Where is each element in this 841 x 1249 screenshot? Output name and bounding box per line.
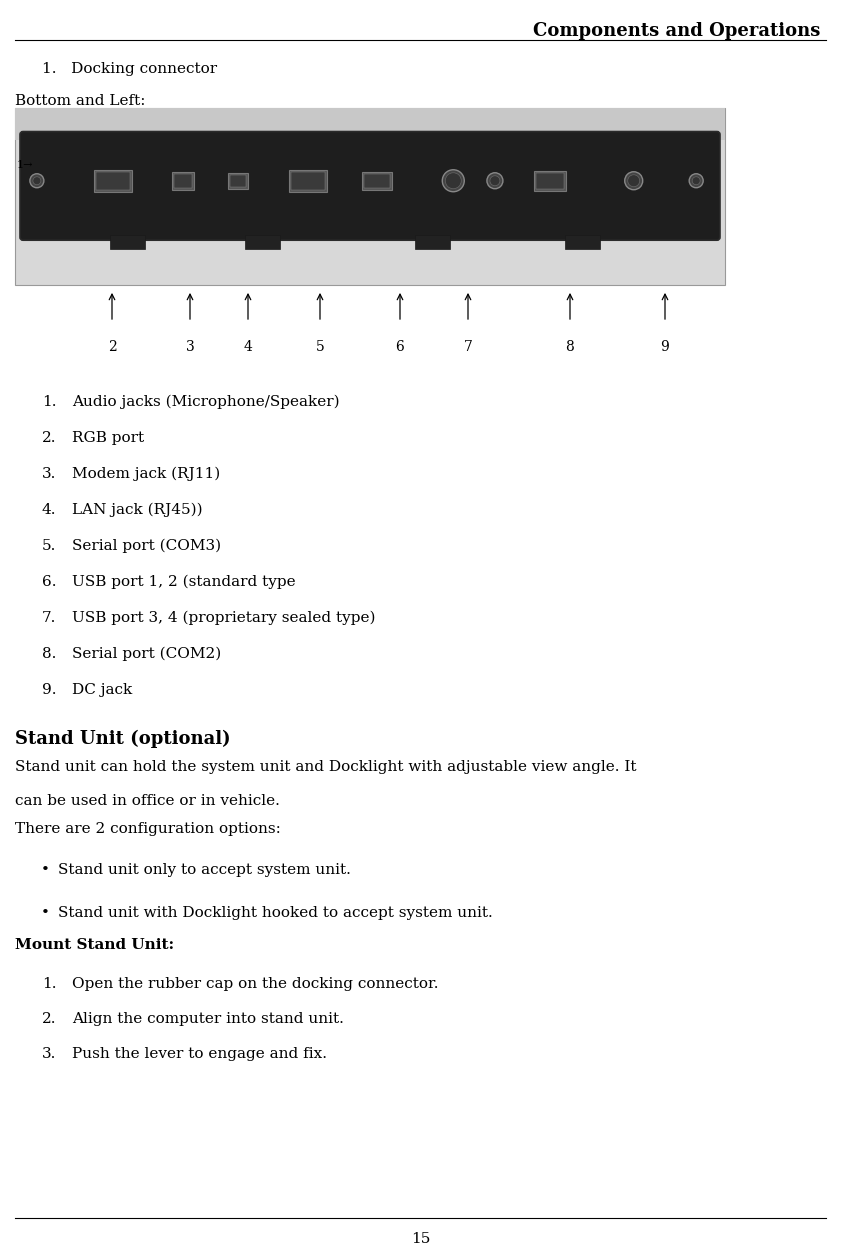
Bar [364, 174, 390, 187]
Text: can be used in office or in vehicle.: can be used in office or in vehicle. [15, 794, 280, 808]
Text: 2: 2 [108, 340, 116, 353]
Text: Bottom and Left:: Bottom and Left: [15, 94, 145, 107]
Bar [288, 170, 326, 192]
Bar [565, 235, 600, 250]
Bar [96, 172, 130, 190]
Circle shape [692, 177, 701, 185]
Text: 3.: 3. [42, 467, 56, 481]
Bar [228, 172, 248, 189]
FancyBboxPatch shape [20, 131, 720, 240]
Bar [15, 107, 725, 285]
Text: USB port 1, 2 (standard type: USB port 1, 2 (standard type [72, 575, 296, 590]
Text: 7: 7 [463, 340, 473, 353]
Circle shape [625, 172, 643, 190]
Text: Stand unit can hold the system unit and Docklight with adjustable view angle. It: Stand unit can hold the system unit and … [15, 759, 637, 774]
Bar [537, 172, 564, 189]
Text: Audio jacks (Microphone/Speaker): Audio jacks (Microphone/Speaker) [72, 395, 340, 410]
Circle shape [442, 170, 464, 192]
Text: There are 2 configuration options:: There are 2 configuration options: [15, 822, 281, 836]
Text: Mount Stand Unit:: Mount Stand Unit: [15, 938, 174, 952]
Text: Components and Operations: Components and Operations [532, 22, 820, 40]
Bar [173, 174, 192, 187]
Bar [415, 235, 450, 250]
Text: 9: 9 [661, 340, 669, 353]
Text: 5.: 5. [42, 540, 56, 553]
Text: 2.: 2. [42, 1012, 56, 1025]
Text: 7.: 7. [42, 611, 56, 624]
Text: 4: 4 [244, 340, 252, 353]
Bar [245, 235, 280, 250]
Circle shape [445, 172, 461, 189]
Bar [15, 107, 725, 140]
Text: USB port 3, 4 (proprietary sealed type): USB port 3, 4 (proprietary sealed type) [72, 611, 375, 626]
Text: 1.: 1. [42, 977, 56, 990]
Bar [362, 172, 392, 190]
Bar [94, 170, 132, 192]
Bar [534, 171, 567, 191]
Bar [172, 172, 193, 190]
Bar [230, 175, 246, 187]
Text: Modem jack (RJ11): Modem jack (RJ11) [72, 467, 220, 481]
Text: Stand unit only to accept system unit.: Stand unit only to accept system unit. [58, 863, 351, 877]
Circle shape [689, 174, 703, 187]
Text: 8.: 8. [42, 647, 56, 661]
Text: 4.: 4. [42, 503, 56, 517]
Text: DC jack: DC jack [72, 683, 132, 697]
Circle shape [627, 175, 640, 187]
Text: 1→: 1→ [17, 160, 34, 170]
Text: Serial port (COM2): Serial port (COM2) [72, 647, 221, 662]
Text: 9.: 9. [42, 683, 56, 697]
Text: 1.   Docking connector: 1. Docking connector [42, 62, 217, 76]
Text: 5: 5 [315, 340, 325, 353]
Text: Align the computer into stand unit.: Align the computer into stand unit. [72, 1012, 344, 1025]
Circle shape [33, 177, 41, 185]
Text: Open the rubber cap on the docking connector.: Open the rubber cap on the docking conne… [72, 977, 438, 990]
Text: 6: 6 [395, 340, 405, 353]
Text: Stand Unit (optional): Stand Unit (optional) [15, 729, 230, 748]
Text: 3.: 3. [42, 1047, 56, 1060]
Circle shape [490, 176, 500, 186]
Text: 6.: 6. [42, 575, 56, 590]
Text: 15: 15 [410, 1232, 431, 1247]
Text: •: • [40, 863, 50, 877]
Text: 8: 8 [566, 340, 574, 353]
Text: Push the lever to engage and fix.: Push the lever to engage and fix. [72, 1047, 327, 1060]
Circle shape [487, 172, 503, 189]
Bar [110, 235, 145, 250]
Circle shape [30, 174, 44, 187]
Text: LAN jack (RJ45)): LAN jack (RJ45)) [72, 503, 203, 517]
Text: Stand unit with Docklight hooked to accept system unit.: Stand unit with Docklight hooked to acce… [58, 906, 493, 921]
Text: 1.: 1. [42, 395, 56, 408]
Bar [290, 172, 325, 190]
Text: RGB port: RGB port [72, 431, 144, 445]
Text: Serial port (COM3): Serial port (COM3) [72, 540, 221, 553]
Text: •: • [40, 906, 50, 921]
Text: 2.: 2. [42, 431, 56, 445]
Text: 3: 3 [186, 340, 194, 353]
